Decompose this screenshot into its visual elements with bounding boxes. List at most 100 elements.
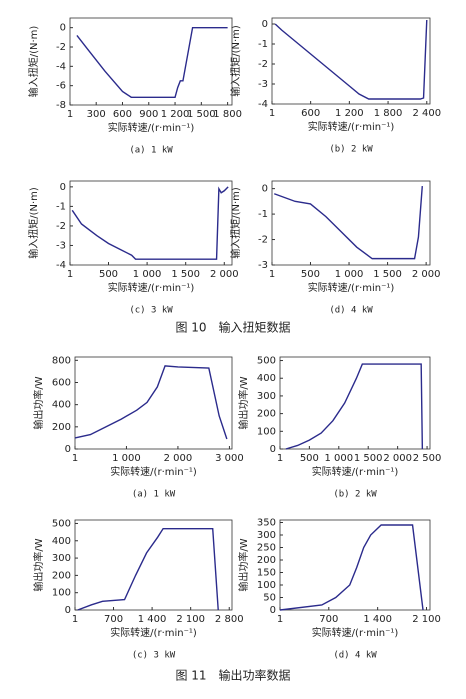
data-line <box>285 363 424 450</box>
x-tick-label: 500 <box>301 269 320 280</box>
x-tick-label: 1 500 <box>373 269 402 280</box>
x-axis-label: 实际转速/(r·min⁻¹) <box>312 626 399 639</box>
y-tick-label: -1 <box>56 201 66 212</box>
x-axis-label: 实际转速/(r·min⁻¹) <box>108 281 195 294</box>
x-tick-label: 1 <box>269 269 275 280</box>
data-line <box>77 527 219 611</box>
y-tick-label: -4 <box>258 99 268 110</box>
plot-frame <box>271 180 431 266</box>
x-tick-label: 2 100 <box>412 614 441 625</box>
x-tick-label: 600 <box>113 109 132 120</box>
x-tick-label: 1 <box>72 614 78 625</box>
x-tick-label: 1 400 <box>363 614 392 625</box>
data-line <box>71 186 229 260</box>
x-tick-label: 2 800 <box>215 614 244 625</box>
x-tick-label: 1 500 <box>354 453 383 464</box>
subtitle: (b) 2 kW <box>333 490 377 500</box>
plot-frame <box>271 17 431 105</box>
y-axis-label: 输入扭矩/(N·m) <box>27 26 40 98</box>
x-tick-label: 1 000 <box>133 269 162 280</box>
subtitle: (a) 1 kW <box>132 490 176 500</box>
plot-frame <box>74 356 233 450</box>
x-axis-label: 实际转速/(r·min⁻¹) <box>308 281 395 294</box>
y-tick-label: 0 <box>65 605 71 616</box>
figure-caption: 图 10 输入扭矩数据 <box>175 320 290 335</box>
y-tick-label: 50 <box>263 593 276 604</box>
x-tick-label: 1 <box>67 109 73 120</box>
y-tick-label: 500 <box>52 518 71 529</box>
data-line <box>76 26 228 98</box>
x-tick-label: 1 000 <box>112 453 141 464</box>
y-tick-label: -3 <box>258 260 268 271</box>
y-tick-label: -2 <box>258 235 268 246</box>
y-tick-label: -1 <box>258 39 268 50</box>
x-tick-label: 500 <box>300 453 319 464</box>
y-tick-label: 300 <box>52 553 71 564</box>
subtitle: (d) 4 kW <box>329 306 373 316</box>
y-tick-label: 0 <box>60 23 66 34</box>
y-axis-label: 输入扭矩/(N·m) <box>27 187 40 259</box>
y-tick-label: 0 <box>270 605 276 616</box>
x-tick-label: 2 000 <box>383 453 412 464</box>
y-axis-label: 输出功率/W <box>32 376 45 429</box>
x-tick-label: 1 <box>67 269 73 280</box>
y-axis-label: 输出功率/W <box>237 538 250 591</box>
plot-frame <box>69 17 233 106</box>
y-tick-label: 100 <box>257 580 276 591</box>
y-tick-label: -4 <box>56 61 66 72</box>
plot-frame <box>69 180 233 266</box>
plot-frame <box>279 519 431 611</box>
y-tick-label: 350 <box>257 518 276 529</box>
x-tick-label: 3 000 <box>215 453 244 464</box>
x-tick-label: 1 800 <box>374 108 403 119</box>
data-line <box>74 365 228 440</box>
x-tick-label: 1 <box>72 453 78 464</box>
x-tick-label: 600 <box>301 108 320 119</box>
y-tick-label: 0 <box>65 444 71 455</box>
x-tick-label: 2 000 <box>412 269 441 280</box>
x-tick-label: 2 100 <box>176 614 205 625</box>
x-tick-label: 1 000 <box>335 269 364 280</box>
y-axis-label: 输出功率/W <box>237 376 250 429</box>
x-tick-label: 700 <box>104 614 123 625</box>
data-line <box>274 19 428 100</box>
y-tick-label: 400 <box>257 373 276 384</box>
x-tick-label: 1 <box>277 453 283 464</box>
x-tick-label: 1 200 <box>335 108 364 119</box>
y-tick-label: 800 <box>52 355 71 366</box>
x-tick-label: 300 <box>87 109 106 120</box>
y-tick-label: -3 <box>56 240 66 251</box>
y-tick-label: 400 <box>52 536 71 547</box>
y-tick-label: 300 <box>257 391 276 402</box>
y-tick-label: 150 <box>257 568 276 579</box>
y-tick-label: -8 <box>56 100 66 111</box>
y-tick-label: 200 <box>52 570 71 581</box>
x-tick-label: 1 200 <box>161 109 190 120</box>
x-tick-label: 1 <box>277 614 283 625</box>
x-tick-label: 2 400 <box>412 108 441 119</box>
y-tick-label: 600 <box>52 377 71 388</box>
x-tick-label: 1 500 <box>171 269 200 280</box>
y-tick-label: 300 <box>257 530 276 541</box>
x-tick-label: 1 000 <box>324 453 353 464</box>
y-tick-label: 500 <box>257 356 276 367</box>
x-axis-label: 实际转速/(r·min⁻¹) <box>110 626 197 639</box>
x-tick-label: 2 000 <box>210 269 239 280</box>
subtitle: (c) 3 kW <box>129 306 173 316</box>
x-tick-label: 900 <box>139 109 158 120</box>
y-tick-label: 0 <box>262 184 268 195</box>
y-tick-label: 400 <box>52 400 71 411</box>
subtitle: (a) 1 kW <box>129 146 173 156</box>
data-line <box>279 524 424 611</box>
y-axis-label: 输入扭矩/(N·m) <box>229 25 242 97</box>
y-tick-label: -6 <box>56 81 66 92</box>
x-axis-label: 实际转速/(r·min⁻¹) <box>108 121 195 134</box>
x-tick-label: 1 800 <box>213 109 242 120</box>
data-line <box>273 186 423 260</box>
y-tick-label: 100 <box>257 426 276 437</box>
x-tick-label: 1 500 <box>187 109 216 120</box>
y-tick-label: 0 <box>270 444 276 455</box>
subtitle: (b) 2 kW <box>329 145 373 155</box>
y-tick-label: -3 <box>258 79 268 90</box>
